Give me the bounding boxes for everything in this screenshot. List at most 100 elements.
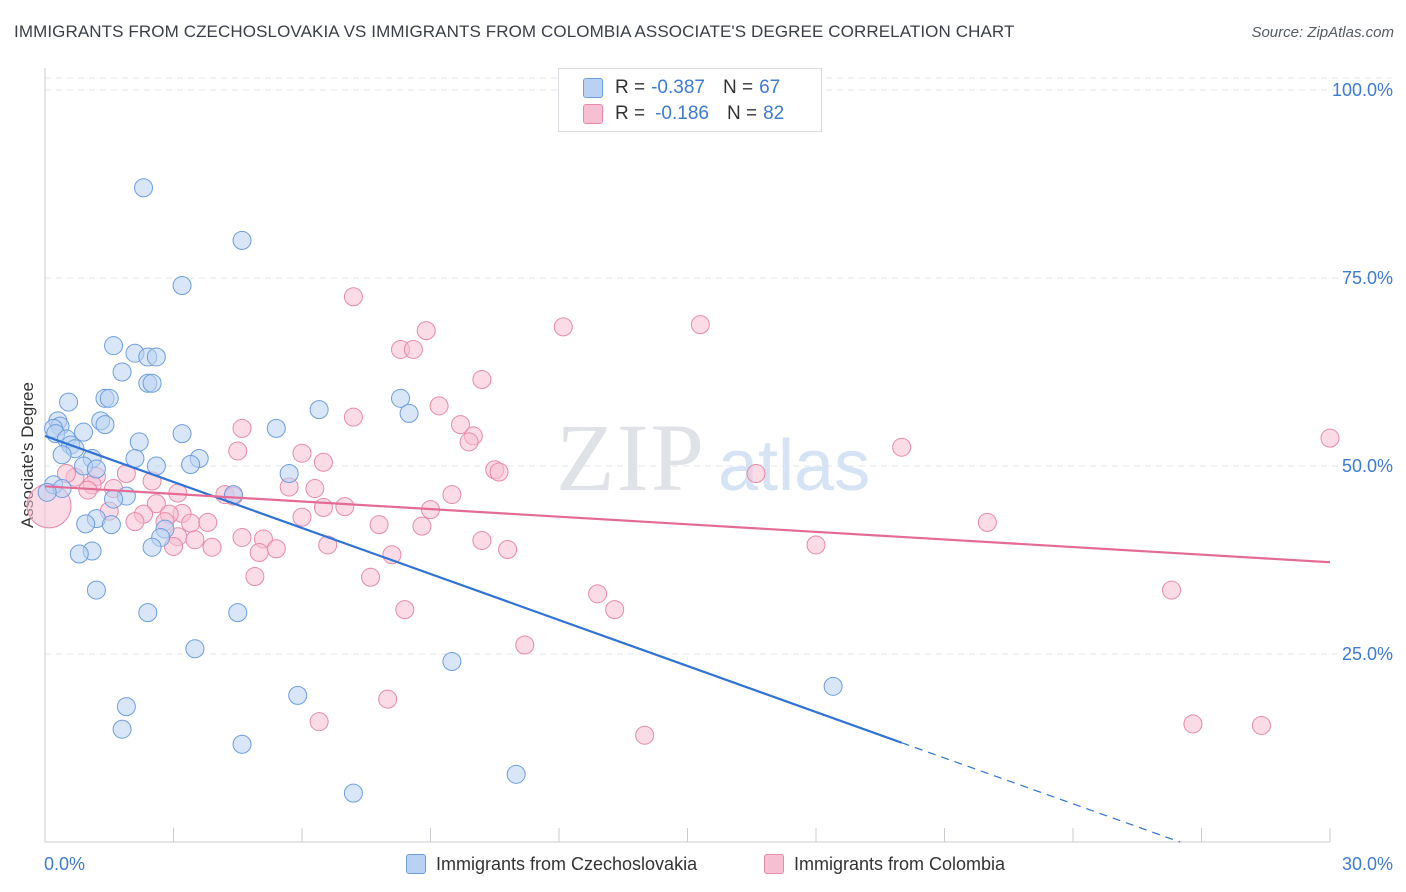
colombia-point: [459, 432, 479, 452]
czechoslovakia-point: [309, 400, 329, 420]
colombia-point: [429, 396, 449, 416]
czechoslovakia-point: [52, 445, 72, 465]
x-tick-label-min: 0.0%: [44, 854, 85, 874]
colombia-point: [395, 600, 415, 620]
colombia-point: [232, 418, 252, 438]
legend-row-czechoslovakia: R = -0.387 N = 67: [583, 77, 780, 99]
colombia-point: [228, 441, 248, 461]
trend-lines: [44, 434, 1331, 843]
czechoslovakia-point: [232, 734, 252, 754]
colombia-point: [1183, 714, 1203, 734]
legend-swatch-pink: [583, 104, 603, 124]
czechoslovakia-point: [86, 580, 106, 600]
colombia-point: [977, 512, 997, 532]
colombia-point: [588, 584, 608, 604]
colombia-point: [198, 512, 218, 532]
bottom-legend-label: Immigrants from Colombia: [794, 853, 1006, 874]
colombia-point: [806, 535, 826, 555]
czechoslovakia-point: [99, 388, 119, 408]
colombia-point: [378, 689, 398, 709]
gridlines: [45, 77, 1392, 655]
colombia-point: [416, 321, 436, 341]
czechoslovakia-point: [116, 697, 136, 717]
legend-n-value: 67: [759, 77, 781, 98]
czechoslovakia-point: [172, 424, 192, 444]
czechoslovakia-point: [279, 464, 299, 484]
colombia-point: [1251, 715, 1271, 735]
czechoslovakia-point: [343, 783, 363, 803]
colombia-point: [635, 725, 655, 745]
colombia-point: [185, 530, 205, 550]
legend-r-label: R =: [615, 103, 646, 124]
colombia-point: [318, 535, 338, 555]
czechoslovakia-point: [823, 676, 843, 696]
axes: [44, 68, 1331, 843]
colombia-trend-line: [44, 485, 1331, 564]
colombia-point: [249, 542, 269, 562]
legend-n-label: N =: [722, 77, 754, 98]
source-attribution: Source: ZipAtlas.com: [1251, 24, 1394, 41]
colombia-point: [605, 600, 625, 620]
czechoslovakia-points: [37, 178, 843, 803]
czechoslovakia-point: [228, 603, 248, 623]
colombia-point: [181, 513, 201, 533]
czechoslovakia-point: [69, 544, 89, 564]
czechoslovakia-point: [181, 454, 201, 474]
colombia-point: [1320, 428, 1340, 448]
colombia-point: [343, 407, 363, 427]
bottom-legend-colombia: Immigrants from Colombia: [764, 852, 1005, 876]
colombia-point: [232, 527, 252, 547]
czechoslovakia-point: [146, 347, 166, 367]
czechoslovakia-point: [138, 603, 158, 623]
colombia-point: [305, 479, 325, 499]
colombia-point: [553, 317, 573, 337]
colombia-point: [369, 515, 389, 535]
colombia-point: [442, 485, 462, 505]
x-tick-label-max: 30.0%: [1342, 854, 1393, 874]
czechoslovakia-point: [185, 639, 205, 659]
colombia-point: [450, 415, 470, 435]
legend-swatch-blue: [583, 78, 603, 98]
czechoslovakia-point: [74, 422, 94, 442]
bottom-legend-label: Immigrants from Czechoslovakia: [436, 853, 698, 874]
y-tick-label: 100.0%: [1332, 80, 1393, 100]
czechoslovakia-point: [442, 652, 462, 672]
czechoslovakia-point: [112, 362, 132, 382]
colombia-points: [26, 287, 1340, 745]
czechoslovakia-point: [129, 432, 149, 452]
colombia-point: [335, 497, 355, 517]
y-tick-label: 75.0%: [1342, 268, 1393, 288]
czechoslovakia-trend-extension: [901, 742, 1181, 843]
bottom-legend-czechoslovakia: Immigrants from Czechoslovakia: [406, 852, 697, 876]
colombia-point: [313, 452, 333, 472]
czechoslovakia-point: [104, 336, 124, 356]
legend-row-colombia: R = -0.186 N = 82: [583, 103, 784, 125]
legend-r-label: R =: [615, 77, 646, 98]
colombia-point: [515, 635, 535, 655]
y-tick-label: 50.0%: [1342, 456, 1393, 476]
colombia-point: [690, 315, 710, 335]
y-tick-labels: 25.0% 50.0% 75.0% 100.0%: [1332, 80, 1393, 664]
legend-n-value: 82: [763, 103, 785, 124]
colombia-point: [292, 507, 312, 527]
colombia-point: [309, 712, 329, 732]
czechoslovakia-point: [95, 415, 115, 435]
colombia-point: [746, 464, 766, 484]
colombia-point: [361, 567, 381, 587]
colombia-point: [403, 339, 423, 359]
czechoslovakia-point: [37, 482, 57, 502]
watermark: ZIP atlas: [556, 404, 870, 511]
czechoslovakia-point: [146, 456, 166, 476]
colombia-point: [292, 443, 312, 463]
czechoslovakia-point: [59, 392, 79, 412]
colombia-point: [412, 516, 432, 536]
czechoslovakia-point: [172, 276, 192, 296]
czechoslovakia-point: [288, 685, 308, 705]
colombia-point: [1162, 580, 1182, 600]
colombia-point: [125, 512, 145, 532]
colombia-point: [202, 537, 222, 557]
czechoslovakia-point: [506, 764, 526, 784]
czechoslovakia-point: [232, 230, 252, 250]
bottom-legend-swatch-blue: [406, 854, 426, 874]
